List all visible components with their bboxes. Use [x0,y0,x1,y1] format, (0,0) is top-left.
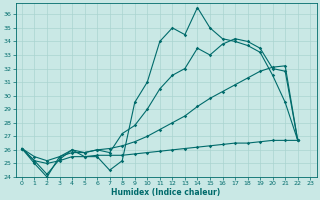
X-axis label: Humidex (Indice chaleur): Humidex (Indice chaleur) [111,188,221,197]
